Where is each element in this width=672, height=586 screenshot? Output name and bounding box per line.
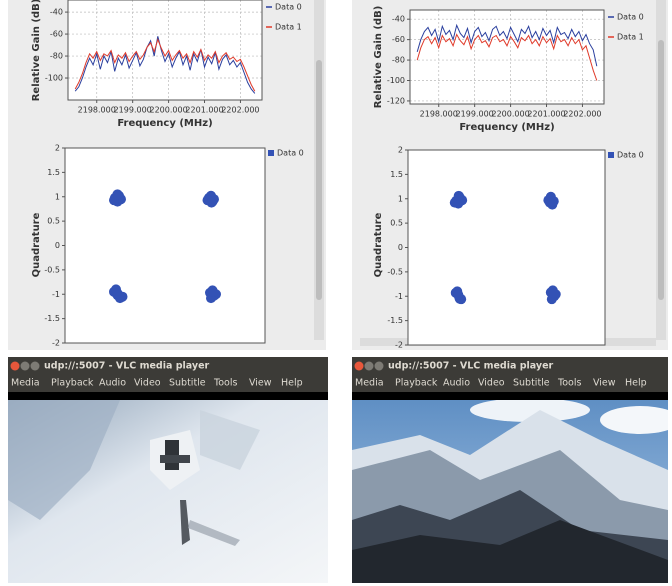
x-tick-label: 2201.000 [185,106,223,115]
legend-swatch [608,152,614,158]
menu-item[interactable]: Tools [213,378,237,389]
x-tick-label: 2201.000 [527,110,565,119]
y-tick-label: -1 [395,292,403,301]
legend-label: Data 0 [277,149,304,158]
y-tick-label: 2 [398,146,403,155]
point [547,200,557,210]
legend-label: Data 1 [275,23,302,32]
menu-item[interactable]: Media [11,378,40,389]
plot-area [410,10,604,104]
y-tick-label: -0.5 [387,267,403,276]
maximize-button[interactable] [375,362,384,371]
y-tick-label: 1.5 [390,170,403,179]
y-tick-label: -100 [45,74,63,83]
y-tick-label: -2 [52,339,60,348]
menu-item[interactable]: Playback [51,378,94,389]
x-tick-label: 2199.000 [114,106,152,115]
window-title: udp://:5007 - VLC media player [388,361,554,372]
menu-item[interactable]: Audio [443,378,470,389]
y-tick-label: -2 [395,341,403,350]
point [454,191,464,201]
y-axis-label: Relative Gain (dB) [373,6,384,109]
y-tick-label: -60 [50,30,63,39]
menu-item[interactable]: Help [281,378,303,389]
y-tick-label: -1.5 [44,314,60,323]
y-tick-label: 0.5 [47,217,60,226]
close-button[interactable] [355,362,364,371]
y-tick-label: 0 [398,243,403,252]
y-tick-label: -80 [50,52,63,61]
screenshot: -40-60-80-1002198.0002199.0002200.000220… [0,0,672,586]
menu-item[interactable]: Help [625,378,647,389]
maximize-button[interactable] [31,362,40,371]
y-tick-label: 0.5 [390,219,403,228]
y-axis-label: Relative Gain (dB) [31,0,42,101]
close-button[interactable] [11,362,20,371]
x-axis-label: Frequency (MHz) [117,118,212,129]
point [113,189,123,199]
legend-label: Data 0 [275,3,302,12]
y-tick-label: 2 [55,144,60,153]
menu-item[interactable]: Tools [557,378,581,389]
video-border [8,392,328,400]
y-tick-label: -80 [392,56,405,65]
minimize-button[interactable] [21,362,30,371]
plot-area [68,0,262,100]
y-tick-label: 1.5 [47,168,60,177]
video-border [352,392,668,400]
menu-item[interactable]: Subtitle [513,378,550,389]
y-tick-label: -60 [392,35,405,44]
minimize-button[interactable] [365,362,374,371]
plot-area [65,148,265,343]
menu-item[interactable]: Video [478,378,505,389]
y-tick-label: -40 [50,8,63,17]
menu-item[interactable]: Audio [99,378,126,389]
y-tick-label: -100 [387,76,405,85]
legend-swatch [268,150,274,156]
x-axis-label: Frequency (MHz) [459,122,554,133]
point [207,198,217,208]
menu-item[interactable]: View [593,378,616,389]
x-tick-label: 2202.000 [563,110,601,119]
menu-item[interactable]: View [249,378,272,389]
point [549,288,559,298]
legend-label: Data 0 [617,13,644,22]
y-tick-label: 0 [55,241,60,250]
x-tick-label: 2198.000 [78,106,116,115]
legend-label: Data 1 [617,33,644,42]
point [453,290,463,300]
y-tick-label: 1 [398,194,403,203]
plot-area [408,150,605,345]
point [208,287,218,297]
y-tick-label: -1 [52,290,60,299]
menu-item[interactable]: Playback [395,378,438,389]
scroll-thumb[interactable] [316,60,322,300]
video-frame [352,398,672,583]
x-tick-label: 2200.000 [150,106,188,115]
x-tick-label: 2199.000 [456,110,494,119]
menu-item[interactable]: Media [355,378,384,389]
x-tick-label: 2198.000 [420,110,458,119]
menu-item[interactable]: Subtitle [169,378,206,389]
y-axis-label: Quadrature [373,212,384,277]
y-tick-label: -120 [387,96,405,105]
y-axis-label: Quadrature [31,212,42,277]
point [113,288,123,298]
video-frame [8,400,328,583]
legend-label: Data 0 [617,151,644,160]
x-tick-label: 2202.000 [221,106,259,115]
y-tick-label: 1 [55,192,60,201]
window-title: udp://:5007 - VLC media player [44,361,210,372]
scroll-thumb[interactable] [658,40,664,300]
x-tick-label: 2200.000 [492,110,530,119]
menu-item[interactable]: Video [134,378,161,389]
y-tick-label: -40 [392,15,405,24]
y-tick-label: -1.5 [387,316,403,325]
y-tick-label: -0.5 [44,265,60,274]
